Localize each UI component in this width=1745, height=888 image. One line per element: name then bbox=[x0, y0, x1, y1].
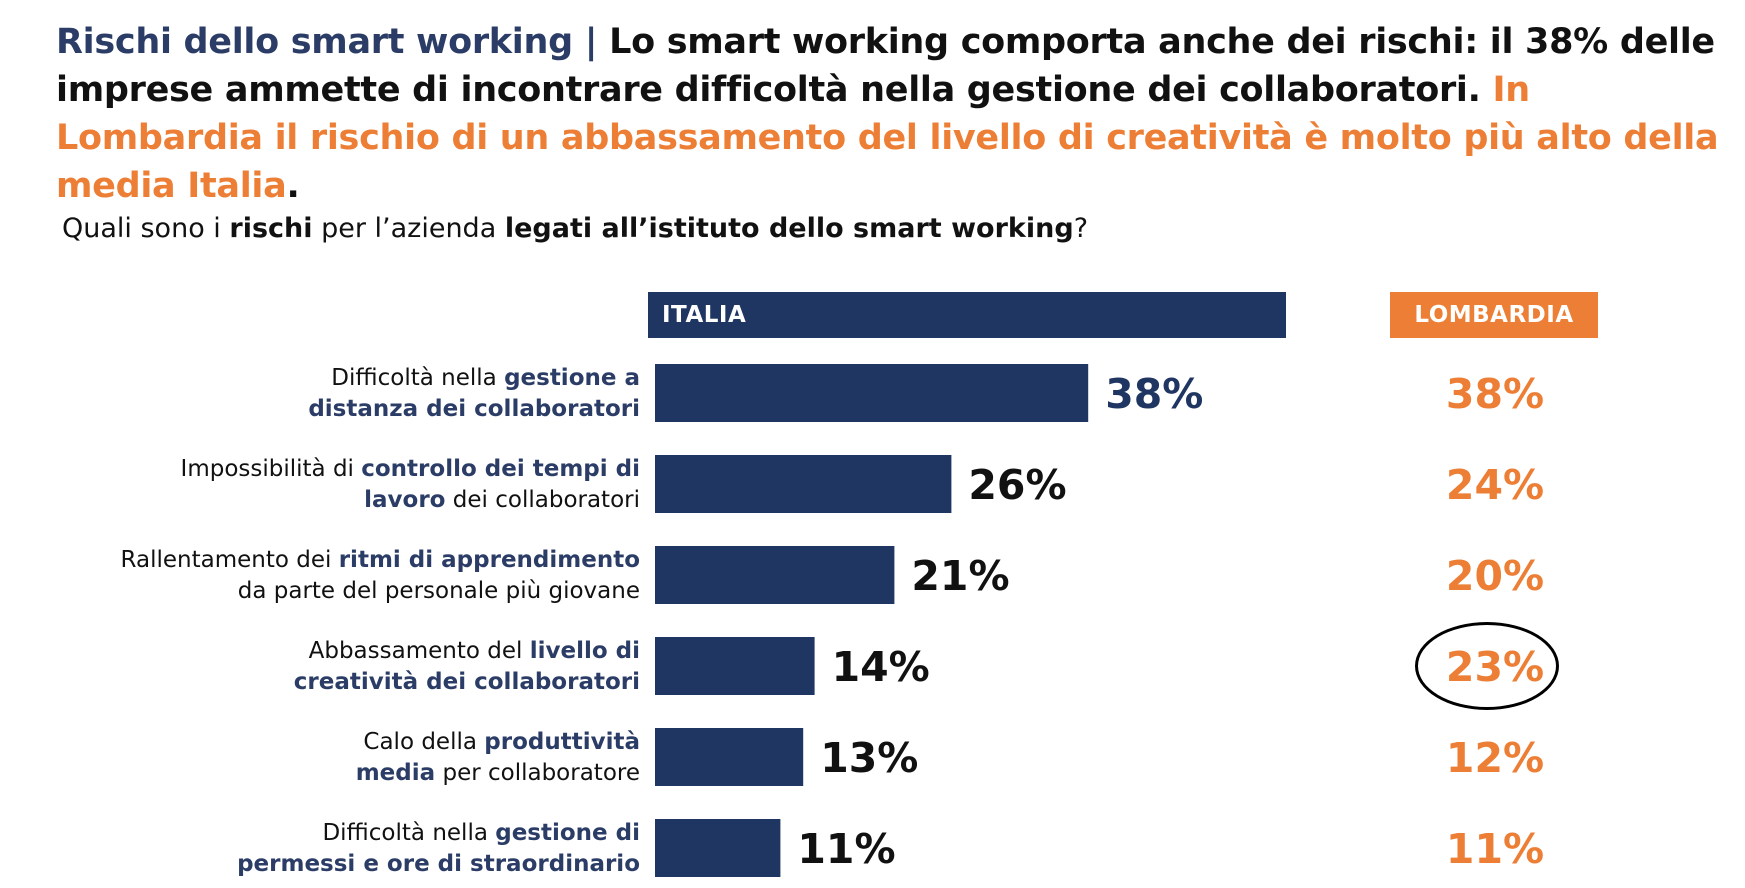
title-topic: Rischi dello smart working bbox=[56, 22, 573, 62]
title-highlight: In Lombardia il rischio di un abbassamen… bbox=[56, 70, 1719, 206]
category-label-text: dei collaboratori bbox=[445, 487, 640, 513]
category-label-keyword: ritmi di apprendimento bbox=[338, 547, 640, 573]
category-label-text: per collaboratore bbox=[435, 760, 640, 786]
italia-bar bbox=[655, 728, 804, 786]
italia-bar bbox=[655, 546, 895, 604]
category-label-text: da parte del personale più giovane bbox=[237, 578, 640, 604]
category-label-text: Impossibilità di bbox=[180, 456, 362, 482]
italia-value-label: 21% bbox=[911, 552, 1009, 600]
question-part: ? bbox=[1073, 213, 1089, 244]
category-label: Difficoltà nella gestione di permessi e o… bbox=[80, 818, 640, 880]
category-label-keyword: livello di bbox=[529, 638, 640, 664]
category-label: Difficoltà nella gestione a distanza dei … bbox=[80, 363, 640, 425]
category-label-keyword: distanza dei collaboratori bbox=[308, 396, 640, 422]
category-label-keyword: media bbox=[355, 760, 436, 786]
header-italia: ITALIA bbox=[648, 292, 1286, 338]
category-label-keyword: produttività bbox=[484, 729, 640, 755]
italia-value-label: 38% bbox=[1105, 370, 1203, 418]
lombardia-value-label: 11% bbox=[1446, 825, 1544, 873]
question-keyword: rischi bbox=[229, 213, 313, 244]
title-end: . bbox=[286, 166, 300, 206]
category-label-text: Difficoltà nella bbox=[322, 820, 496, 846]
page-title: Rischi dello smart working | Lo smart wo… bbox=[56, 18, 1736, 210]
question-part: Quali sono i bbox=[62, 213, 230, 244]
category-label-keyword: gestione a bbox=[504, 365, 640, 391]
category-label-text: Difficoltà nella bbox=[331, 365, 505, 391]
italia-value-label: 26% bbox=[968, 461, 1066, 509]
lombardia-value-label: 38% bbox=[1446, 370, 1544, 418]
italia-value-label: 13% bbox=[820, 734, 918, 782]
category-label-text: Abbassamento del bbox=[308, 638, 530, 664]
highlight-circle bbox=[1415, 622, 1559, 710]
header-lombardia: LOMBARDIA bbox=[1390, 292, 1598, 338]
italia-bar bbox=[655, 819, 781, 877]
italia-bar bbox=[655, 364, 1089, 422]
lombardia-value-label: 20% bbox=[1446, 552, 1544, 600]
question-part: per l’azienda bbox=[312, 213, 505, 244]
category-label: Rallentamento dei ritmi di apprendimento… bbox=[80, 545, 640, 607]
category-label: Abbassamento del livello di creatività de… bbox=[80, 636, 640, 698]
italia-bar bbox=[655, 455, 952, 513]
category-label-keyword: lavoro bbox=[364, 487, 446, 513]
italia-value-label: 14% bbox=[832, 643, 930, 691]
bar-chart: 38% 38%26% 24%21% 20%14% 23%13% 12%11% 11% bbox=[655, 364, 1544, 877]
lombardia-value-label: 24% bbox=[1446, 461, 1544, 509]
category-label: Calo della produttività media per collabo… bbox=[80, 727, 640, 789]
italia-value-label: 11% bbox=[797, 825, 895, 873]
category-label-keyword: permessi e ore di straordinario bbox=[237, 851, 640, 877]
category-label-keyword: controllo dei tempi di bbox=[361, 456, 640, 482]
italia-bar bbox=[655, 637, 815, 695]
title-separator: | bbox=[572, 22, 610, 62]
category-label-text: Calo della bbox=[363, 729, 485, 755]
category-label: Impossibilità di controllo dei tempi di l… bbox=[80, 454, 640, 516]
category-label-keyword: gestione di bbox=[495, 820, 640, 846]
title-statement: Lo smart working comporta anche dei risc… bbox=[56, 22, 1715, 110]
question-keyword: legati all’istituto dello smart working bbox=[504, 213, 1074, 244]
survey-question: Quali sono i rischi per l’azienda legati… bbox=[62, 213, 1088, 244]
category-label-keyword: creatività dei collaboratori bbox=[293, 669, 640, 695]
lombardia-value-label: 12% bbox=[1446, 734, 1544, 782]
category-label-text: Rallentamento dei bbox=[120, 547, 339, 573]
